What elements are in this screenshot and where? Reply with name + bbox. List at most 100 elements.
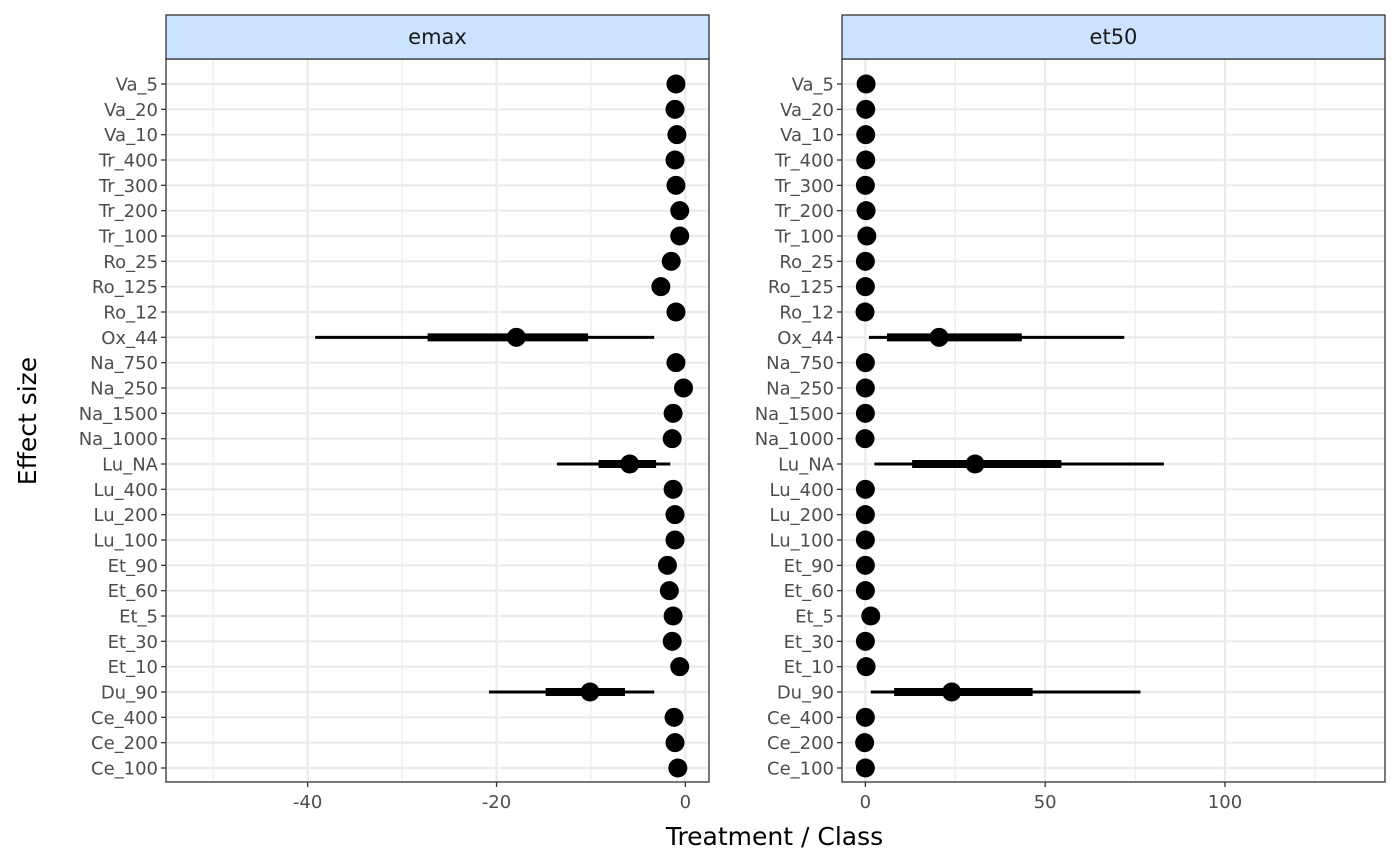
point-estimate xyxy=(661,251,681,271)
panel-background xyxy=(842,59,1385,782)
y-tick-label: Va_10 xyxy=(780,125,834,146)
strip-background xyxy=(165,14,710,60)
point-estimate xyxy=(662,429,682,449)
y-tick-label: Na_750 xyxy=(766,353,834,374)
point-estimate xyxy=(666,302,686,322)
point-estimate xyxy=(666,353,686,373)
point-estimate xyxy=(674,378,694,398)
strip-label: et50 xyxy=(1090,25,1138,49)
y-tick-label: Lu_100 xyxy=(770,531,834,552)
y-tick-label: Va_20 xyxy=(780,100,834,121)
point-estimate xyxy=(855,378,875,398)
point-estimate xyxy=(856,74,876,94)
point-estimate xyxy=(663,479,683,499)
y-tick-label: Tr_400 xyxy=(98,151,158,172)
point-estimate xyxy=(855,302,875,322)
point-estimate xyxy=(666,74,686,94)
y-tick-label: Ro_125 xyxy=(768,277,834,298)
y-tick-label: Ro_12 xyxy=(103,303,158,324)
point-estimate xyxy=(856,657,876,677)
point-estimate xyxy=(855,353,875,373)
y-tick-label: Ro_125 xyxy=(92,277,158,298)
point-estimate xyxy=(855,733,875,753)
y-tick-label: Lu_400 xyxy=(94,480,158,501)
y-tick-label: Va_5 xyxy=(116,75,158,96)
point-estimate xyxy=(670,657,690,677)
y-tick-label: Lu_NA xyxy=(778,455,835,476)
y-tick-label: Ce_200 xyxy=(767,733,834,754)
y-tick-label: Du_90 xyxy=(777,683,834,704)
panel-et50: et50 Va_5 Va_20 Va_10 Tr_400 Tr_300 Tr_200 Tr_1… xyxy=(755,14,1386,813)
y-tick-label: Et_5 xyxy=(119,607,158,628)
point-estimate xyxy=(929,327,949,347)
y-tick-label: Ox_44 xyxy=(101,328,158,349)
y-tick-label: Et_90 xyxy=(784,556,834,577)
point-estimate xyxy=(856,125,876,145)
y-tick-label: Ro_25 xyxy=(103,252,158,273)
point-estimate xyxy=(663,606,683,626)
strip-background xyxy=(841,14,1386,60)
x-axis-title: Treatment / Class xyxy=(665,822,883,851)
y-tick-label: Lu_NA xyxy=(102,455,159,476)
y-tick-label: Tr_100 xyxy=(98,227,158,248)
y-tick-label: Et_60 xyxy=(784,581,834,602)
point-estimate xyxy=(855,479,875,499)
point-estimate xyxy=(855,175,875,195)
x-tick-label: 100 xyxy=(1208,792,1242,813)
y-tick-label: Ro_12 xyxy=(779,303,834,324)
x-tick-label: -40 xyxy=(293,792,322,813)
point-estimate xyxy=(861,606,881,626)
y-tick-label: Lu_100 xyxy=(94,531,158,552)
y-tick-label: Lu_200 xyxy=(770,505,834,526)
y-tick-label: Na_1000 xyxy=(79,429,158,450)
point-estimate xyxy=(855,707,875,727)
x-tick-label: 0 xyxy=(860,792,871,813)
panel-background xyxy=(166,59,709,782)
y-tick-label: Et_30 xyxy=(784,632,834,653)
y-tick-label: Ce_400 xyxy=(91,708,158,729)
point-estimate xyxy=(662,631,682,651)
y-tick-label: Ce_400 xyxy=(767,708,834,729)
point-estimate xyxy=(670,201,690,221)
point-estimate xyxy=(855,277,875,297)
y-tick-label: Ce_100 xyxy=(767,759,834,780)
point-estimate xyxy=(855,530,875,550)
y-tick-label: Ox_44 xyxy=(777,328,834,349)
point-estimate xyxy=(855,429,875,449)
y-tick-label: Na_1500 xyxy=(755,404,834,425)
point-estimate xyxy=(664,707,684,727)
y-tick-label: Na_250 xyxy=(90,379,158,400)
point-estimate xyxy=(620,454,640,474)
point-estimate xyxy=(856,201,876,221)
point-estimate xyxy=(665,505,685,525)
point-estimate xyxy=(856,150,876,170)
y-tick-label: Va_10 xyxy=(104,125,158,146)
x-tick-label: 50 xyxy=(1034,792,1057,813)
y-tick-label: Et_60 xyxy=(108,581,158,602)
point-estimate xyxy=(855,505,875,525)
y-tick-label: Ce_200 xyxy=(91,733,158,754)
y-tick-label: Tr_300 xyxy=(774,176,834,197)
strip-label: emax xyxy=(408,25,467,49)
y-tick-label: Tr_100 xyxy=(774,227,834,248)
point-estimate xyxy=(663,403,683,423)
y-tick-label: Va_5 xyxy=(792,75,834,96)
y-tick-label: Tr_300 xyxy=(98,176,158,197)
point-estimate xyxy=(667,125,687,145)
x-tick-label: 0 xyxy=(680,792,691,813)
point-estimate xyxy=(855,581,875,601)
point-estimate xyxy=(965,454,985,474)
point-estimate xyxy=(665,530,685,550)
y-axis-title: Effect size xyxy=(13,357,42,485)
y-tick-label: Na_1500 xyxy=(79,404,158,425)
y-tick-label: Et_30 xyxy=(108,632,158,653)
point-estimate xyxy=(855,555,875,575)
point-estimate xyxy=(665,733,685,753)
point-estimate xyxy=(657,555,677,575)
point-estimate xyxy=(670,226,690,246)
point-estimate xyxy=(665,99,685,119)
point-estimate xyxy=(942,682,962,702)
y-tick-label: Na_750 xyxy=(90,353,158,374)
point-estimate xyxy=(651,277,671,297)
